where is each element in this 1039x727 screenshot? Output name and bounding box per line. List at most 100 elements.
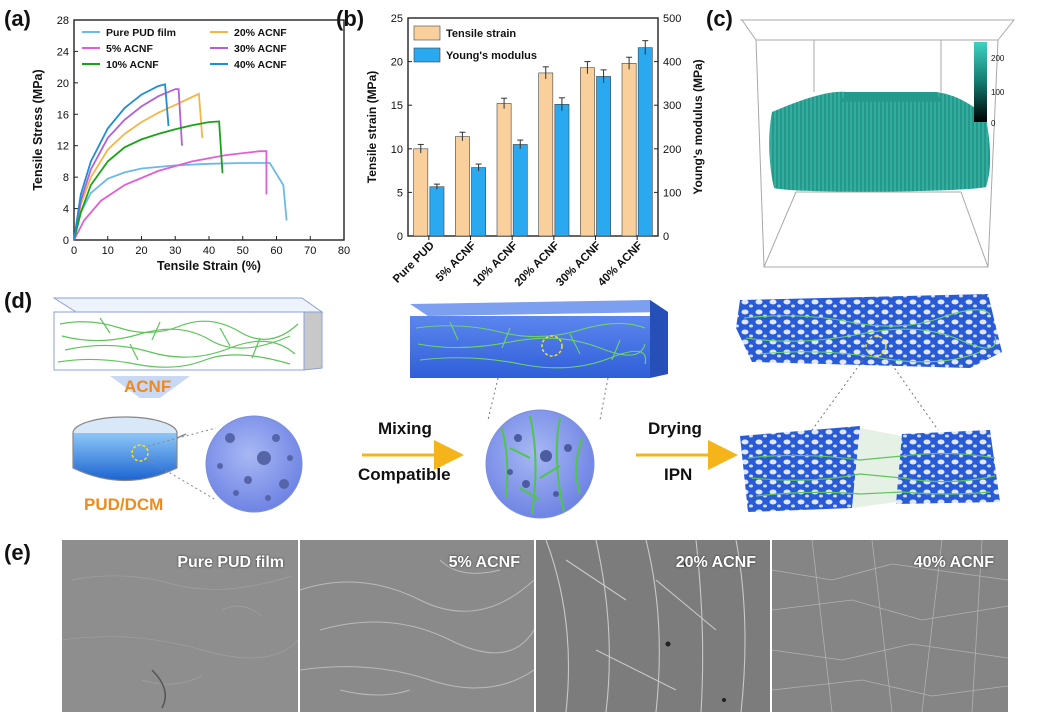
bar-bar_modulus [596, 76, 611, 237]
sem-bg [300, 540, 534, 712]
sem-label: Pure PUD film [177, 554, 284, 571]
zoom-lines-middle [487, 377, 609, 421]
y-tick-label: 5 [397, 187, 403, 199]
legend-swatch [413, 47, 441, 63]
y-tick-label: 20 [391, 57, 403, 69]
strain-modulus-bar-chart: 0 5 10 15 20 25 0 100 200 300 400 500 Tensile strain… [365, 13, 705, 288]
legend-label: 5% ACNF [106, 43, 153, 55]
y2-axis-label: Young's modulus (MPa) [691, 59, 705, 194]
x-tick-label: Pure PUD [391, 240, 437, 286]
bar-bar_strain [496, 103, 512, 237]
legend-label: 20% ACNF [234, 27, 287, 39]
x-tick-label: 30 [169, 245, 181, 257]
y-tick-label: 8 [63, 172, 69, 184]
mixed-droplet-circle [485, 409, 595, 519]
x-tick-label: 40% ACNF [596, 240, 645, 288]
sem-bg [772, 540, 1008, 712]
legend-label: Pure PUD film [106, 27, 176, 39]
sem-label: 20% ACNF [675, 554, 756, 571]
drying-label: Drying [648, 419, 702, 438]
bar-bar_strain [455, 136, 470, 237]
x-tick-label: 10 [102, 245, 114, 257]
ipn-label: IPN [664, 465, 692, 484]
plot-frame [407, 17, 659, 237]
pud-dcm-label: PUD/DCM [84, 495, 163, 514]
y-tick-label: 10 [391, 144, 403, 156]
y2-tick-label: 200 [663, 144, 681, 156]
y2-tick-label: 500 [663, 13, 681, 25]
y-tick-label: 0 [397, 231, 403, 243]
y-tick-label: 16 [57, 109, 69, 121]
porous-foam-top [736, 294, 1002, 368]
mixed-film-block [410, 300, 668, 378]
series-line-acnf5 [73, 150, 268, 241]
legend-swatch [413, 25, 441, 41]
ipn-foam-bottom [740, 426, 1000, 512]
x-tick-label: 60 [270, 245, 282, 257]
x-axis-label: Tensile Strain (%) [157, 259, 261, 273]
y2-tick-label: 0 [663, 231, 669, 243]
x-tick-label: 5% ACNF [434, 240, 479, 285]
x-tick-label: 0 [71, 245, 77, 257]
colorbar-tick-0: 0 [991, 119, 996, 128]
panel-label-e: (e) [4, 540, 31, 565]
colorbar [974, 42, 987, 122]
legend-label: Young's modulus [446, 50, 537, 62]
x-tick-label: 80 [338, 245, 350, 257]
bar-bar_modulus [471, 167, 486, 237]
y-tick-label: 0 [63, 235, 69, 247]
sem-label: 5% ACNF [448, 554, 520, 571]
bar-bar_strain [621, 63, 637, 237]
zoom-lines-right [811, 355, 939, 431]
series-line-acnf40 [73, 83, 170, 241]
series-line-acnf20 [73, 92, 204, 241]
sem-label: 40% ACNF [913, 554, 994, 571]
legend-label: 30% ACNF [234, 43, 287, 55]
bar-bar_modulus [429, 186, 445, 237]
x-tick-label: 40 [203, 245, 215, 257]
acnf-down-arrow [110, 376, 190, 398]
y-axis-label: Tensile strain (MPa) [365, 71, 379, 183]
bar-bar_strain [538, 72, 554, 237]
bar-bar_modulus [512, 144, 528, 237]
mixing-label: Mixing [378, 419, 432, 438]
legend-label: Tensile strain [446, 28, 516, 40]
acnf-film-block [52, 297, 324, 371]
sem-bg [536, 540, 770, 712]
sem-image-5-acnf: 5% ACNF [300, 540, 534, 712]
x-tick-label: 70 [304, 245, 316, 257]
y-tick-label: 24 [57, 46, 69, 58]
beaker-icon [72, 416, 187, 481]
colorbar-tick-100: 100 [991, 88, 1005, 97]
y-tick-label: 28 [57, 15, 69, 27]
compatible-label: Compatible [358, 465, 451, 484]
y2-tick-label: 300 [663, 100, 681, 112]
series-line-acnf30 [73, 88, 183, 241]
bar-bar_modulus [637, 47, 653, 237]
sem-image-20-acnf: 20% ACNF [536, 540, 770, 712]
bar-bar_modulus [554, 104, 570, 237]
fabrication-schematic: ACNF PUD/DCM Mixing Compatible [52, 294, 1002, 519]
y-tick-label: 12 [57, 141, 69, 153]
pud-droplet-circle [205, 415, 303, 513]
panel-label-d: (d) [4, 288, 33, 313]
stress-strain-chart: 0 10 20 30 40 50 60 70 80 0 4 8 12 16 20 24 28 Tensile St… [31, 15, 350, 273]
panel-label-c: (c) [706, 6, 733, 31]
bounding-box-wireframe [740, 19, 1016, 268]
y-tick-label: 4 [63, 204, 69, 216]
y2-tick-label: 100 [663, 187, 681, 199]
y-axis-label: Tensile Stress (MPa) [31, 69, 45, 190]
acnf-label: ACNF [124, 377, 171, 396]
y-tick-label: 15 [391, 100, 403, 112]
x-tick-label: 50 [237, 245, 249, 257]
legend-label: 40% ACNF [234, 59, 287, 71]
y-tick-label: 20 [57, 78, 69, 90]
bar-bar_strain [580, 67, 595, 237]
sem-image-40-acnf: 40% ACNF [772, 540, 1008, 712]
zoom-lines-beaker [147, 427, 217, 501]
y2-tick-label: 400 [663, 57, 681, 69]
panel-label-a: (a) [4, 6, 31, 31]
y-tick-label: 25 [391, 13, 403, 25]
fiber-volume [769, 91, 991, 192]
sem-image-row: Pure PUD film 5% ACNF 20% ACNF [62, 540, 1008, 712]
